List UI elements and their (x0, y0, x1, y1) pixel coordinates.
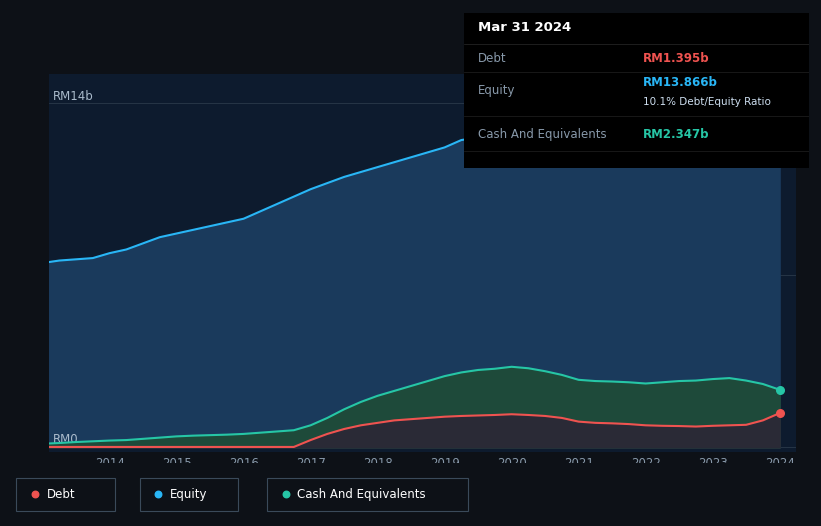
Text: Cash And Equivalents: Cash And Equivalents (297, 488, 426, 501)
Point (773, 409, 787, 417)
Point (29, 490, 42, 499)
Point (773, 102, 787, 110)
Text: RM14b: RM14b (53, 90, 94, 103)
Text: Equity: Equity (170, 488, 208, 501)
Text: RM0: RM0 (53, 433, 78, 446)
Text: Mar 31 2024: Mar 31 2024 (478, 21, 571, 34)
Point (152, 490, 165, 499)
Text: Debt: Debt (47, 488, 76, 501)
Text: 10.1% Debt/Equity Ratio: 10.1% Debt/Equity Ratio (643, 97, 771, 107)
FancyBboxPatch shape (16, 478, 115, 511)
Text: Cash And Equivalents: Cash And Equivalents (478, 128, 606, 140)
Text: RM2.347b: RM2.347b (643, 128, 709, 140)
Point (279, 490, 292, 499)
Text: RM13.866b: RM13.866b (643, 76, 718, 89)
Text: Debt: Debt (478, 52, 507, 65)
Text: RM1.395b: RM1.395b (643, 52, 710, 65)
Point (773, 386, 787, 394)
FancyBboxPatch shape (140, 478, 238, 511)
Text: Equity: Equity (478, 84, 515, 97)
FancyBboxPatch shape (267, 478, 468, 511)
